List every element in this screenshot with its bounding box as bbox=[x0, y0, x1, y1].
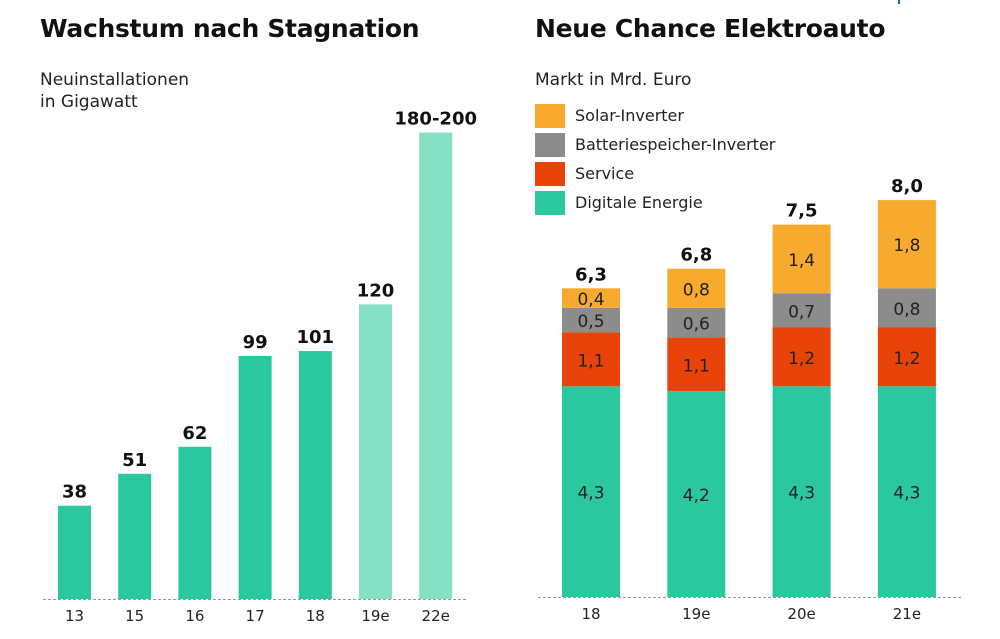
left-chart-subtitle: Neuinstallationen in Gigawatt bbox=[40, 69, 189, 113]
total-value-label: 7,5 bbox=[786, 201, 818, 222]
right-x-tick-label: 20e bbox=[787, 605, 815, 623]
left-bar-value-label: 120 bbox=[357, 280, 395, 301]
total-value-label: 6,8 bbox=[680, 245, 712, 266]
segment-digitale-energie-20e bbox=[772, 386, 831, 597]
left-x-tick-label: 16 bbox=[185, 607, 204, 625]
segment-value-label: 4,3 bbox=[788, 484, 815, 504]
segment-digitale-energie-18 bbox=[562, 386, 620, 597]
segment-service-18 bbox=[562, 332, 620, 387]
legend-label: Service bbox=[575, 164, 635, 183]
segment-value-label: 1,1 bbox=[577, 351, 604, 371]
right-chart-title: Neue Chance Elektroauto bbox=[535, 14, 886, 43]
legend-swatch bbox=[535, 161, 565, 186]
segment-service-21e bbox=[877, 327, 936, 387]
legend-item: Service bbox=[535, 159, 775, 188]
segment-service-19e bbox=[667, 337, 726, 392]
left-bar-value-label: 51 bbox=[122, 450, 147, 471]
left-bar-value-label: 99 bbox=[243, 332, 268, 353]
segment-value-label: 4,3 bbox=[893, 484, 920, 504]
left-subtitle-line-2: in Gigawatt bbox=[40, 92, 138, 112]
left-x-tick-label: 13 bbox=[65, 607, 84, 625]
segment-value-label: 0,7 bbox=[788, 302, 815, 322]
corner-mark bbox=[898, 0, 900, 4]
segment-solar-inverter-18 bbox=[562, 288, 620, 308]
left-bar-22e bbox=[419, 132, 453, 600]
segment-digitale-energie-21e bbox=[877, 386, 936, 597]
segment-value-label: 0,5 bbox=[577, 312, 604, 332]
left-bar-value-label: 38 bbox=[62, 482, 87, 503]
segment-value-label: 0,4 bbox=[577, 290, 604, 310]
left-x-tick-label: 17 bbox=[246, 607, 265, 625]
segment-value-label: 1,1 bbox=[683, 356, 710, 376]
total-value-label: 6,3 bbox=[575, 264, 607, 285]
legend-swatch bbox=[535, 132, 565, 157]
legend-swatch bbox=[535, 190, 565, 215]
legend-label: Digitale Energie bbox=[575, 193, 703, 212]
segment-value-label: 1,2 bbox=[788, 349, 815, 369]
left-bar-value-label: 180-200 bbox=[394, 109, 477, 130]
segment-batteriespeicher-inverter-20e bbox=[772, 293, 831, 328]
left-x-tick-label: 18 bbox=[306, 607, 325, 625]
left-bar-13 bbox=[58, 505, 91, 599]
right-chart-subtitle: Markt in Mrd. Euro bbox=[535, 70, 692, 90]
segment-solar-inverter-20e bbox=[772, 224, 831, 294]
legend-item: Digitale Energie bbox=[535, 188, 775, 217]
segment-value-label: 0,8 bbox=[683, 280, 710, 300]
left-bar-17 bbox=[238, 355, 272, 599]
total-value-label: 8,0 bbox=[891, 176, 923, 197]
left-bar-15 bbox=[118, 473, 152, 599]
segment-batteriespeicher-inverter-18 bbox=[562, 307, 620, 333]
segment-value-label: 1,8 bbox=[893, 236, 920, 256]
right-x-tick-label: 19e bbox=[682, 605, 710, 623]
segment-value-label: 1,4 bbox=[788, 251, 815, 271]
right-x-tick-label: 21e bbox=[893, 605, 921, 623]
segment-digitale-energie-19e bbox=[667, 391, 726, 597]
left-chart-title: Wachstum nach Stagnation bbox=[40, 14, 420, 43]
segment-service-20e bbox=[772, 327, 831, 387]
segment-value-label: 4,2 bbox=[683, 486, 710, 506]
left-subtitle-line-1: Neuinstallationen bbox=[40, 70, 190, 90]
left-bar-16 bbox=[178, 446, 212, 599]
legend-label: Solar-Inverter bbox=[575, 106, 684, 125]
legend: Solar-Inverter Batteriespeicher-Inverter S… bbox=[535, 101, 775, 217]
left-x-tick-label: 19e bbox=[361, 607, 389, 625]
segment-solar-inverter-19e bbox=[667, 268, 726, 308]
segment-value-label: 0,8 bbox=[893, 300, 920, 320]
legend-item: Batteriespeicher-Inverter bbox=[535, 130, 775, 159]
segment-batteriespeicher-inverter-21e bbox=[877, 288, 936, 328]
left-bar-value-label: 62 bbox=[182, 423, 207, 444]
right-x-tick-label: 18 bbox=[581, 605, 600, 623]
segment-value-label: 1,2 bbox=[893, 349, 920, 369]
segment-solar-inverter-21e bbox=[877, 200, 936, 289]
left-x-tick-label: 22e bbox=[422, 607, 450, 625]
left-bar-19e bbox=[359, 304, 392, 599]
left-x-tick-label: 15 bbox=[125, 607, 144, 625]
left-bar-18 bbox=[298, 351, 332, 599]
legend-item: Solar-Inverter bbox=[535, 101, 775, 130]
segment-batteriespeicher-inverter-19e bbox=[667, 307, 726, 338]
legend-label: Batteriespeicher-Inverter bbox=[575, 135, 776, 154]
segment-value-label: 4,3 bbox=[577, 484, 604, 504]
legend-swatch bbox=[535, 103, 565, 128]
segment-value-label: 0,6 bbox=[683, 315, 710, 335]
left-bar-value-label: 101 bbox=[297, 327, 335, 348]
